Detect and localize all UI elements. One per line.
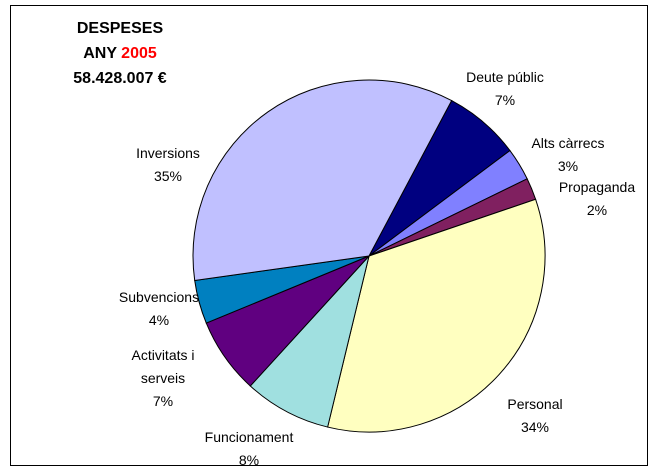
value-label: 34% [520,419,550,435]
category-label: Activitats i serveis [131,347,195,386]
category-label: Deute públic [466,69,544,85]
slice-label: Alts càrrecs 3% [508,132,628,178]
category-label: Subvencions [118,289,200,305]
slice-label: Personal 34% [485,393,585,439]
year: 2005 [121,45,157,62]
slice-label: Funcionament 8% [184,426,314,472]
value-label: 7% [152,393,174,409]
pie-slice [192,79,453,282]
chart-title: DESPESES [76,20,164,37]
value-label: 4% [148,312,170,328]
slice-label: Subvencions 4% [104,286,214,332]
slice-label: Propaganda 2% [547,176,647,222]
category-label: Inversions [136,145,200,161]
value-label: 3% [557,158,579,174]
total: 58.428.007 € [73,70,167,87]
value-label: 2% [586,202,608,218]
slice-label: Activitats i serveis 7% [118,344,208,413]
pie-slice [327,198,546,433]
slice-label: Inversions 35% [113,142,223,188]
year-line: ANY 2005 [40,41,200,66]
chart-title-block: DESPESES ANY 2005 58.428.007 € [40,16,200,91]
category-label: Alts càrrecs [531,135,605,151]
slice-label: Deute públic 7% [440,66,570,112]
category-label: Funcionament [204,429,294,445]
year-label: ANY [83,45,117,62]
pie-slice [249,255,370,428]
value-label: 8% [238,452,260,468]
value-label: 7% [494,92,516,108]
value-label: 35% [153,168,183,184]
category-label: Personal [507,396,563,412]
category-label: Propaganda [558,179,636,195]
